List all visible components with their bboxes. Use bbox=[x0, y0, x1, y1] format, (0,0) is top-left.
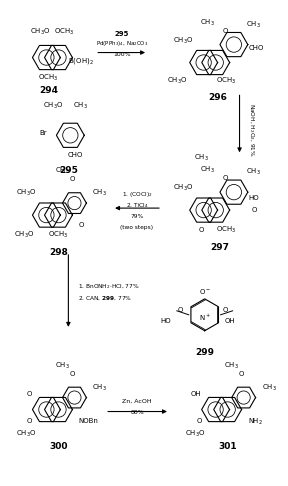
Text: CH$_3$: CH$_3$ bbox=[246, 19, 261, 30]
Text: 294: 294 bbox=[39, 87, 58, 95]
Text: O: O bbox=[223, 307, 228, 312]
Text: B(OH)$_2$: B(OH)$_2$ bbox=[69, 56, 94, 66]
Text: O: O bbox=[223, 28, 228, 34]
Text: CH$_3$: CH$_3$ bbox=[194, 153, 209, 163]
Text: O: O bbox=[196, 418, 202, 424]
Text: 1. BnONH$_2$·HCl, 77%: 1. BnONH$_2$·HCl, 77% bbox=[78, 282, 140, 291]
Text: O: O bbox=[223, 175, 228, 181]
Text: 298: 298 bbox=[49, 248, 68, 257]
Text: O: O bbox=[78, 222, 84, 228]
Text: CH$_3$: CH$_3$ bbox=[92, 188, 107, 198]
Text: CH$_3$O: CH$_3$O bbox=[14, 230, 34, 240]
Text: CH$_3$O: CH$_3$O bbox=[173, 183, 194, 193]
Text: CH$_3$: CH$_3$ bbox=[55, 166, 70, 176]
Text: CHO: CHO bbox=[249, 45, 264, 51]
Text: CH$_3$O: CH$_3$O bbox=[185, 429, 206, 439]
Text: CH$_3$O: CH$_3$O bbox=[30, 27, 50, 37]
Text: CH$_3$: CH$_3$ bbox=[55, 361, 70, 371]
Text: CH$_3$: CH$_3$ bbox=[92, 382, 107, 393]
Text: OCH$_3$: OCH$_3$ bbox=[48, 230, 69, 240]
Text: O: O bbox=[70, 371, 75, 377]
Text: CH$_3$O: CH$_3$O bbox=[16, 188, 36, 198]
Text: NOBn: NOBn bbox=[78, 418, 98, 424]
Text: 295: 295 bbox=[115, 31, 129, 36]
Text: OCH$_3$: OCH$_3$ bbox=[54, 27, 75, 37]
Text: O: O bbox=[177, 307, 183, 312]
Text: O$^-$: O$^-$ bbox=[199, 287, 211, 296]
Text: OH: OH bbox=[225, 318, 235, 324]
Text: CH$_3$: CH$_3$ bbox=[73, 101, 88, 111]
Text: O: O bbox=[239, 371, 244, 377]
Text: 2. CAN, $\mathbf{299}$, 77%: 2. CAN, $\mathbf{299}$, 77% bbox=[78, 295, 133, 302]
Text: CH$_3$O: CH$_3$O bbox=[167, 75, 188, 86]
Text: O: O bbox=[199, 227, 204, 233]
Text: (two steps): (two steps) bbox=[120, 225, 154, 230]
Text: HO: HO bbox=[249, 195, 259, 201]
Text: 296: 296 bbox=[208, 93, 227, 103]
Text: CH$_3$O: CH$_3$O bbox=[173, 35, 194, 46]
Text: 1. (COCl)$_2$: 1. (COCl)$_2$ bbox=[122, 190, 152, 199]
Text: OCH$_3$: OCH$_3$ bbox=[216, 225, 236, 235]
Text: O: O bbox=[252, 207, 257, 213]
Text: 297: 297 bbox=[210, 243, 229, 252]
Text: Zn, AcOH: Zn, AcOH bbox=[122, 399, 152, 403]
Text: N$^+$: N$^+$ bbox=[199, 312, 211, 323]
Text: Pd(PPh$_3$)$_4$, Na$_2$CO$_3$: Pd(PPh$_3$)$_4$, Na$_2$CO$_3$ bbox=[96, 38, 148, 48]
Text: OCH$_3$: OCH$_3$ bbox=[216, 75, 236, 86]
Text: CH$_3$O: CH$_3$O bbox=[16, 429, 36, 439]
Text: 2. TiCl$_4$: 2. TiCl$_4$ bbox=[126, 201, 148, 210]
Text: 79%: 79% bbox=[130, 214, 144, 219]
Text: 301: 301 bbox=[218, 442, 237, 451]
Text: 299: 299 bbox=[195, 347, 214, 357]
Text: CH$_3$: CH$_3$ bbox=[200, 165, 215, 175]
Text: O: O bbox=[27, 391, 33, 397]
Text: HO: HO bbox=[160, 318, 171, 324]
Text: 80%: 80% bbox=[130, 410, 144, 415]
Text: CH$_3$: CH$_3$ bbox=[224, 361, 239, 371]
Text: OCH$_3$: OCH$_3$ bbox=[38, 72, 59, 83]
Text: CH$_3$O: CH$_3$O bbox=[43, 101, 64, 111]
Text: CH$_3$: CH$_3$ bbox=[246, 167, 261, 177]
Text: 300: 300 bbox=[49, 442, 68, 451]
Text: Br: Br bbox=[40, 130, 48, 136]
Text: OH: OH bbox=[191, 391, 202, 397]
Text: O: O bbox=[70, 176, 75, 182]
Text: NaOH, H$_2$O$_2$, 91%: NaOH, H$_2$O$_2$, 91% bbox=[247, 104, 256, 157]
Text: O: O bbox=[27, 418, 33, 424]
Text: NH$_2$: NH$_2$ bbox=[248, 417, 263, 427]
Text: 295: 295 bbox=[59, 166, 78, 175]
Text: CH$_3$: CH$_3$ bbox=[200, 17, 215, 28]
Text: CHO: CHO bbox=[67, 152, 83, 158]
Text: 100%: 100% bbox=[113, 52, 131, 56]
Text: CH$_3$: CH$_3$ bbox=[262, 382, 276, 393]
